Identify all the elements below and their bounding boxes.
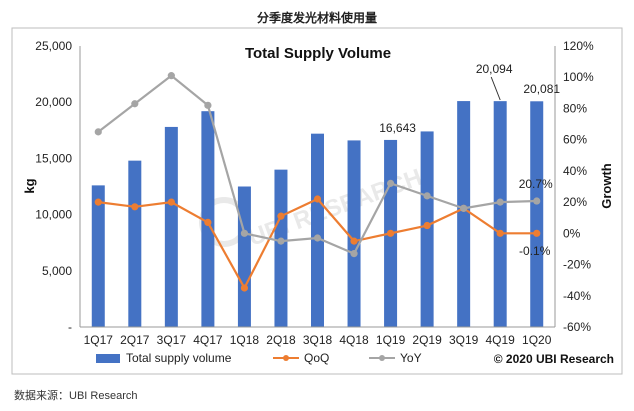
bar bbox=[530, 101, 544, 328]
bar bbox=[457, 101, 471, 328]
point-yoy bbox=[167, 72, 175, 80]
data-label: 16,643 bbox=[379, 121, 416, 135]
x-tick-label: 3Q18 bbox=[303, 333, 333, 347]
bar bbox=[311, 133, 324, 327]
x-tick-label: 4Q19 bbox=[486, 333, 516, 347]
y2-tick-label: 100% bbox=[563, 70, 594, 84]
y2-tick-label: -60% bbox=[563, 320, 591, 334]
point-qoq bbox=[533, 229, 541, 237]
y-tick-label: 25,000 bbox=[35, 39, 72, 53]
data-label: -0.1% bbox=[519, 244, 551, 258]
y-tick-label: 15,000 bbox=[35, 151, 72, 165]
data-label: 20,081 bbox=[523, 82, 560, 96]
point-qoq bbox=[240, 284, 249, 292]
chart-title: Total Supply Volume bbox=[245, 45, 391, 62]
x-tick-label: 2Q17 bbox=[120, 333, 150, 347]
legend-bar-swatch bbox=[96, 354, 120, 363]
bar bbox=[347, 140, 361, 327]
y2-tick-label: 60% bbox=[563, 133, 587, 147]
point-qoq bbox=[496, 229, 504, 237]
x-tick-label: 1Q18 bbox=[230, 333, 260, 347]
point-yoy bbox=[533, 197, 541, 205]
y2-tick-label: 40% bbox=[563, 164, 587, 178]
point-yoy bbox=[460, 204, 468, 212]
point-yoy bbox=[350, 250, 358, 258]
x-tick-label: 2Q18 bbox=[266, 333, 296, 347]
data-label-leader bbox=[490, 76, 501, 101]
point-qoq bbox=[204, 218, 212, 227]
y-tick-label: - bbox=[68, 320, 72, 334]
point-qoq bbox=[131, 203, 139, 211]
y2-tick-label: -40% bbox=[563, 289, 591, 303]
point-qoq bbox=[167, 198, 175, 206]
data-label: 20,094 bbox=[476, 62, 513, 76]
bar bbox=[493, 101, 507, 328]
point-yoy bbox=[423, 192, 431, 200]
point-yoy bbox=[131, 100, 139, 108]
legend-label: QoQ bbox=[304, 351, 329, 365]
page-caption: 分季度发光材料使用量 bbox=[256, 11, 377, 25]
point-qoq bbox=[313, 195, 322, 203]
bar bbox=[91, 185, 105, 327]
y2-tick-label: 20% bbox=[563, 195, 587, 209]
y2-axis-label: Growth bbox=[599, 163, 614, 209]
x-tick-label: 4Q17 bbox=[193, 333, 223, 347]
y-tick-label: 5,000 bbox=[42, 264, 72, 278]
point-yoy bbox=[240, 229, 249, 237]
legend-yoy-marker bbox=[379, 355, 385, 361]
point-yoy bbox=[496, 198, 504, 206]
x-tick-label: 2Q19 bbox=[412, 333, 442, 347]
y2-tick-label: 80% bbox=[563, 101, 587, 115]
bar bbox=[128, 160, 142, 327]
bar bbox=[237, 186, 251, 327]
bar bbox=[164, 126, 178, 327]
point-yoy bbox=[277, 237, 285, 245]
y-tick-label: 10,000 bbox=[35, 208, 72, 222]
x-tick-label: 4Q18 bbox=[339, 333, 369, 347]
copyright-text: © 2020 UBI Research bbox=[494, 352, 614, 366]
source-note: 数据来源：UBI Research bbox=[14, 390, 138, 402]
point-qoq bbox=[350, 237, 358, 245]
x-tick-label: 3Q17 bbox=[157, 333, 187, 347]
x-tick-label: 3Q19 bbox=[449, 333, 479, 347]
point-yoy bbox=[94, 128, 102, 136]
legend-label: Total supply volume bbox=[126, 351, 232, 365]
y-tick-label: 20,000 bbox=[35, 95, 72, 109]
legend-qoq-marker bbox=[283, 355, 289, 361]
y2-tick-label: -20% bbox=[563, 258, 591, 272]
y2-tick-label: 120% bbox=[563, 39, 594, 53]
point-qoq bbox=[423, 221, 431, 230]
x-tick-label: 1Q19 bbox=[376, 333, 406, 347]
point-qoq bbox=[386, 229, 395, 237]
bar bbox=[274, 169, 288, 327]
x-tick-label: 1Q20 bbox=[522, 333, 552, 347]
y-axis-label: kg bbox=[22, 178, 37, 193]
point-yoy bbox=[386, 179, 395, 187]
legend-label: YoY bbox=[400, 351, 422, 365]
point-qoq bbox=[277, 212, 285, 220]
data-label: 20.7% bbox=[519, 177, 553, 191]
y2-tick-label: 0% bbox=[563, 226, 581, 240]
point-yoy bbox=[204, 101, 212, 109]
bar bbox=[420, 131, 434, 327]
x-tick-label: 1Q17 bbox=[84, 333, 114, 347]
point-qoq bbox=[94, 198, 102, 206]
point-yoy bbox=[313, 234, 322, 242]
